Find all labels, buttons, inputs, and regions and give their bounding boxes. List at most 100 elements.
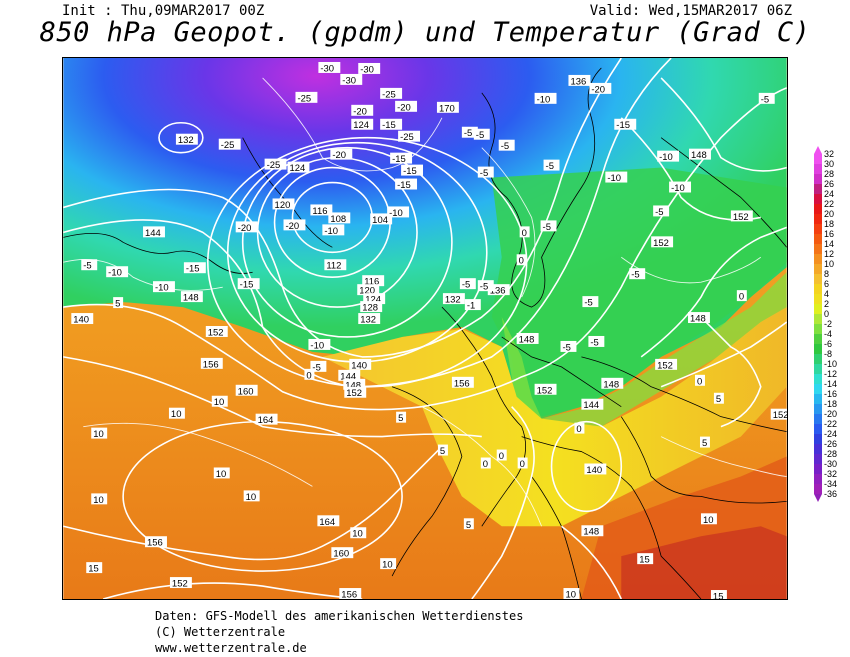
geopotential-label: 132 (445, 295, 461, 306)
temperature-label: -25 (297, 93, 311, 104)
temperature-label-box (629, 268, 646, 280)
geopotential-label-box (363, 293, 386, 305)
temperature-label-box (350, 527, 367, 539)
temperature-label: -20 (238, 223, 252, 234)
geopotential-label-box (145, 536, 167, 548)
scale-swatch (814, 354, 822, 364)
scale-tick-label: 24 (824, 189, 834, 199)
temperature-label: 0 (576, 424, 581, 435)
temperature-label-box (322, 224, 345, 236)
scale-tick-label: -20 (824, 409, 837, 419)
footer-data-source: Daten: GFS-Modell des amerikanischen Wet… (155, 609, 524, 623)
scale-swatch (814, 294, 822, 304)
scale-tick-label: 30 (824, 159, 834, 169)
scale-swatch (814, 204, 822, 214)
temperature-label-box (637, 553, 654, 565)
temperature-label-box (657, 150, 680, 162)
geopotential-label: 136 (570, 76, 586, 87)
geopotential-label: 156 (454, 378, 470, 389)
geopotential-label: 152 (208, 327, 224, 338)
temperature-label-box (318, 61, 341, 73)
geopotential-label-box (651, 236, 674, 248)
footer-website[interactable]: www.wetterzentrale.de (155, 641, 307, 655)
temperature-label: -30 (342, 75, 356, 86)
temperature-label: -25 (267, 160, 281, 171)
geopotential-label-box (331, 547, 354, 559)
temperature-label: -5 (546, 161, 554, 172)
geopotential-label-box (344, 386, 367, 398)
scale-tick-label: 12 (824, 249, 834, 259)
geopotential-label: 120 (275, 200, 291, 211)
temperature-label-box (304, 368, 315, 380)
scale-swatch (814, 194, 822, 204)
temperature-label-box (695, 374, 705, 386)
temperature-label-box (358, 62, 381, 74)
geopotential-label-box (370, 213, 393, 225)
scale-swatch (814, 264, 822, 274)
scale-swatch (814, 224, 822, 234)
temperature-label: 0 (483, 459, 488, 470)
geopotential-label: 128 (362, 303, 378, 314)
red-spot (621, 526, 787, 599)
temperature-label-box (463, 518, 474, 530)
geopotential-label-box (175, 133, 198, 145)
temperature-label: 10 (93, 495, 104, 506)
temperature-label-box (387, 206, 410, 218)
temperature-label-box (461, 126, 478, 138)
scale-tick-label: -32 (824, 469, 837, 479)
scale-swatch (814, 244, 822, 254)
scale-tick-label: -36 (824, 489, 837, 499)
temperature-label: -15 (240, 280, 254, 291)
geopotential-label: 152 (537, 385, 553, 396)
geopotential-label: 148 (519, 334, 535, 345)
temperature-label: 5 (716, 394, 721, 405)
temperature-label-box (153, 281, 175, 293)
temperature-label: 15 (639, 555, 650, 566)
geopotential-label-box (343, 378, 366, 390)
geopotential-label: 148 (183, 293, 199, 304)
temperature-label-box (81, 259, 98, 271)
geopotential-label: 108 (330, 214, 346, 225)
temperature-label: -15 (616, 120, 630, 131)
temperature-label: 15 (88, 564, 99, 575)
geopotential-label-box (581, 398, 604, 410)
geopotential-label-box (730, 210, 753, 222)
valid-time: Valid: Wed,15MAR2017 06Z (589, 3, 792, 19)
geopotential-label: 152 (653, 238, 669, 249)
geopotential-label-box (310, 204, 333, 216)
geopotential-label: 116 (312, 206, 327, 217)
geopotential-label-box (487, 284, 510, 296)
temperature-label: -5 (501, 141, 509, 152)
temperature-label-box (459, 278, 476, 290)
temperature-label-box (736, 290, 747, 302)
geopotential-label: 148 (345, 380, 361, 391)
temperature-label-box (395, 178, 418, 190)
temperature-label-box (237, 278, 260, 290)
scale-tick-label: 16 (824, 229, 834, 239)
scale-tick-label: 26 (824, 179, 834, 189)
scale-bottom-arrow (814, 494, 822, 502)
geopotential-label-box (362, 275, 385, 287)
temperature-label-box (517, 457, 528, 469)
geopotential-label: 152 (773, 410, 788, 421)
geopotential-label-box (349, 358, 372, 370)
temperature-label: -15 (382, 120, 396, 131)
temperature-label: -1 (467, 301, 475, 312)
temperature-label-box (669, 181, 692, 193)
temperature-label: 10 (246, 492, 257, 503)
temperature-label: 0 (697, 376, 702, 387)
geopotential-label-box (143, 226, 165, 238)
geopotential-label: 156 (203, 359, 219, 370)
temperature-label-box (713, 392, 724, 404)
temperature-label: 0 (739, 292, 744, 303)
temperature-label: 5 (702, 438, 707, 449)
temperature-label-box (235, 221, 258, 233)
geopotential-label-box (169, 577, 192, 589)
temperature-label: 0 (499, 451, 504, 462)
temperature-label-box (380, 558, 397, 570)
temperature-label: -15 (392, 154, 406, 165)
scale-tick-label: 32 (824, 149, 834, 159)
geopotential-label-box (287, 161, 310, 173)
temperature-label: -25 (221, 140, 235, 151)
